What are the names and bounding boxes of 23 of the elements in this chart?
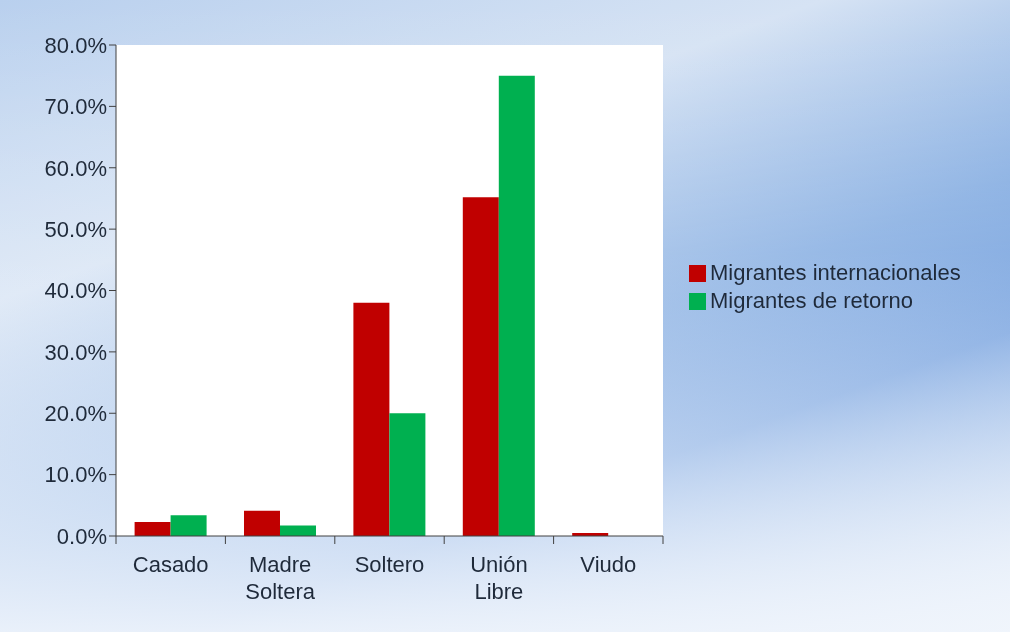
x-tick-label: Casado [132, 552, 209, 577]
bar [462, 197, 499, 536]
x-tick-label: Viudo [580, 552, 637, 577]
y-tick-label: 40.0% [44, 278, 107, 304]
y-tick-label: 60.0% [44, 155, 107, 181]
y-tick-label: 70.0% [44, 94, 107, 120]
y-tick-label: 0.0% [56, 523, 107, 549]
legend-label: Migrantes internacionales [710, 259, 961, 285]
y-tick-label: 10.0% [44, 462, 107, 488]
y-tick-label: 80.0% [44, 32, 107, 58]
bar [170, 515, 207, 536]
y-tick-label: 20.0% [44, 401, 107, 427]
y-tick-label: 30.0% [44, 339, 107, 365]
x-tick-label: Unión Libre [470, 552, 528, 604]
bar [389, 413, 426, 536]
legend-label: Migrantes de retorno [710, 287, 913, 313]
x-tick-label: Madre Soltera [245, 552, 316, 604]
bar [498, 75, 535, 536]
y-tick-label: 50.0% [44, 216, 107, 242]
bar [134, 521, 171, 536]
x-tick-label: Soltero [354, 552, 425, 577]
bar [353, 302, 390, 536]
bar [244, 510, 280, 536]
